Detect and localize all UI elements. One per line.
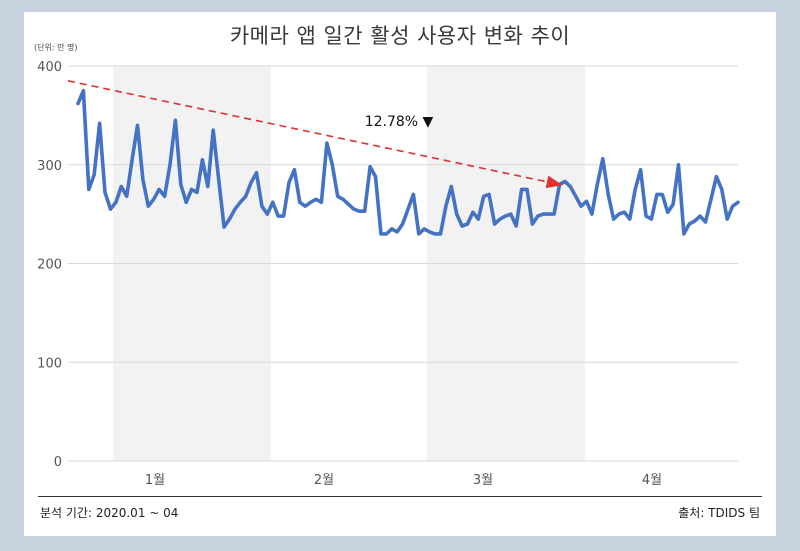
x-tick-label: 4월 <box>642 473 662 488</box>
line-chart: 0 100 200 300 400 1월 2월 3월 4월 12.78% ▼ <box>37 60 740 488</box>
footer-divider <box>38 496 762 497</box>
unit-label: (단위: 만 명) <box>34 43 78 52</box>
trend-label: 12.78% ▼ <box>365 114 434 130</box>
x-tick-label: 1월 <box>145 473 165 488</box>
analysis-period: 분석 기간: 2020.01 ~ 04 <box>40 506 179 520</box>
y-tick-label: 200 <box>37 258 62 273</box>
x-tick-label: 2월 <box>314 473 334 488</box>
chart-title: 카메라 앱 일간 활성 사용자 변화 추이 <box>229 24 571 48</box>
source-credit: 출처: TDIDS 팀 <box>678 506 760 520</box>
y-tick-label: 100 <box>37 356 62 371</box>
y-tick-label: 300 <box>37 159 62 174</box>
x-tick-label: 3월 <box>473 473 493 488</box>
y-tick-label: 0 <box>54 455 62 470</box>
series-line <box>76 88 740 236</box>
y-tick-label: 400 <box>37 60 62 75</box>
chart-card: 카메라 앱 일간 활성 사용자 변화 추이 (단위: 만 명) 0 100 200 3… <box>24 12 776 536</box>
